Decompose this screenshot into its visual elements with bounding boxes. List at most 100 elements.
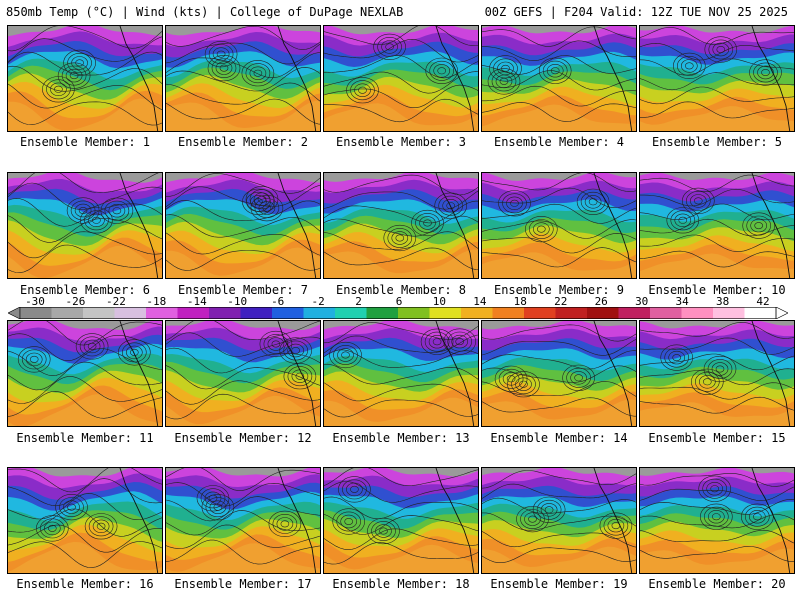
ensemble-member-map [165,467,321,574]
ensemble-member-caption: Ensemble Member: 16 [16,577,154,591]
colorbar-segment [587,307,619,319]
colorbar-label: 38 [715,295,730,308]
temperature-field [640,26,794,131]
ensemble-member-map [165,172,321,279]
temperature-field [166,468,320,573]
colorbar-label: 34 [675,295,689,308]
colorbar-max-arrow [775,307,788,319]
colorbar-segment [461,307,493,319]
ensemble-member-caption: Ensemble Member: 9 [493,283,625,297]
colorbar-label: 2 [355,295,362,308]
temperature-field [482,26,636,131]
coastline [751,468,791,573]
temperature-field [640,173,794,278]
colorbar-label: 6 [395,295,403,308]
temperature-field [324,321,478,426]
coastline [277,26,317,131]
ensemble-member-map [481,320,637,427]
ensemble-member-map [7,25,163,132]
coastline [277,173,317,278]
coastline [119,26,159,131]
colorbar-segment [335,307,367,319]
colorbar-label: -2 [311,295,325,308]
colorbar-label: -14 [186,295,207,308]
coastline [593,321,633,426]
colorbar-segment [83,307,115,319]
temperature-field [166,321,320,426]
ensemble-member-caption: Ensemble Member: 7 [177,283,309,297]
colorbar-segment [398,307,430,319]
ensemble-member-caption: Ensemble Member: 6 [19,283,151,297]
coastline [751,173,791,278]
ensemble-member-map [481,172,637,279]
ensemble-member-caption: Ensemble Member: 13 [332,431,470,445]
ensemble-member-map [481,25,637,132]
ensemble-member-caption: Ensemble Member: 3 [335,135,467,149]
coastline [435,26,475,131]
colorbar-segment [146,307,178,319]
colorbar-segment [555,307,588,319]
colorbar-label: 22 [554,295,568,308]
ensemble-member-map [639,172,795,279]
temperature-field [640,321,794,426]
coastline [435,321,475,426]
coastline [593,26,633,131]
colorbar-label: 14 [473,295,487,308]
colorbar-segment [429,307,462,319]
temperature-field [166,173,320,278]
coastline [119,321,159,426]
ensemble-member-caption: Ensemble Member: 2 [177,135,309,149]
colorbar-label: 30 [635,295,649,308]
ensemble-member-caption: Ensemble Member: 5 [651,135,783,149]
coastline [277,321,317,426]
coastline [593,173,633,278]
ensemble-member-caption: Ensemble Member: 12 [174,431,312,445]
ensemble-member-map [7,172,163,279]
chart-title: 850mb Temp (°C) | Wind (kts) | College o… [6,5,404,19]
colorbar-label: -22 [105,295,126,308]
ensemble-member-map [481,467,637,574]
colorbar-label: -6 [271,295,285,308]
ensemble-member-caption: Ensemble Member: 11 [16,431,154,445]
temperature-field [482,173,636,278]
colorbar-segment [524,307,556,319]
coastline [751,321,791,426]
colorbar-segment [492,307,525,319]
colorbar-segment [618,307,651,319]
ensemble-member-caption: Ensemble Member: 10 [648,283,786,297]
ensemble-member-map [323,320,479,427]
colorbar-segment [366,307,399,319]
colorbar-segment [209,307,241,319]
ensemble-member-map [165,25,321,132]
colorbar-label: -30 [25,295,45,308]
colorbar-segment [114,307,147,319]
temperature-colorbar [8,307,788,319]
temperature-field [8,26,162,131]
ensemble-member-caption: Ensemble Member: 1 [19,135,151,149]
colorbar-segment [272,307,304,319]
ensemble-member-map [323,172,479,279]
ensemble-member-map [7,467,163,574]
colorbar-label: 26 [594,295,608,308]
temperature-field [8,173,162,278]
colorbar-label: -26 [65,295,86,308]
ensemble-member-caption: Ensemble Member: 8 [335,283,467,297]
colorbar-label: 18 [513,295,527,308]
colorbar-label: -18 [146,295,167,308]
temperature-field [324,468,478,573]
colorbar-segment [51,307,84,319]
colorbar-segment [240,307,273,319]
colorbar-labels: -30 -26 -22 -18 -14 -10 -6 -2 2 6 10 14 18 22 26 30 34 38… [0,296,800,308]
ensemble-member-map [639,25,795,132]
coastline [435,173,475,278]
ensemble-member-map [323,25,479,132]
colorbar-label: 42 [756,295,770,308]
ensemble-member-map [639,467,795,574]
ensemble-member-map [323,467,479,574]
temperature-field [8,321,162,426]
coastline [119,173,159,278]
coastline [751,26,791,131]
ensemble-member-map [7,320,163,427]
ensemble-member-caption: Ensemble Member: 15 [648,431,786,445]
ensemble-member-caption: Ensemble Member: 17 [174,577,312,591]
